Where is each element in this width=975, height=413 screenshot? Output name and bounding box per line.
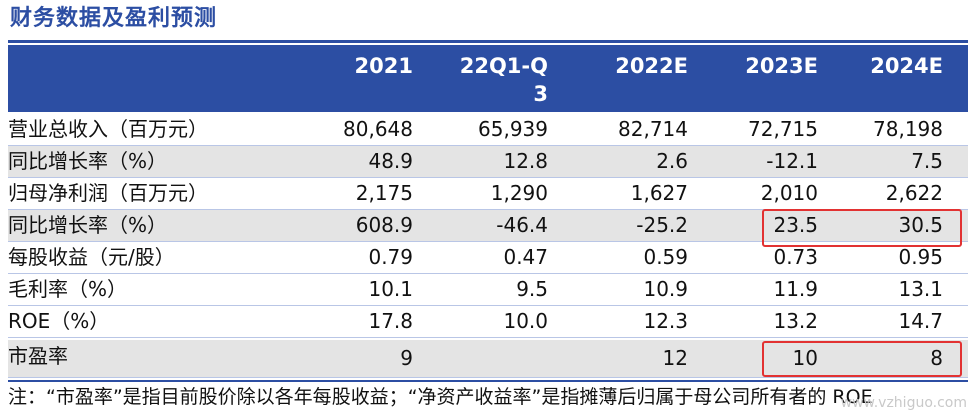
cell-2023e: 2,010: [760, 181, 818, 205]
table-row: 市盈率 9 12 10 8: [8, 340, 968, 378]
cell-2024e: 78,198: [873, 117, 943, 141]
row-label: 同比增长率（%）: [8, 213, 168, 237]
row-label: ROE（%）: [8, 309, 110, 333]
cell-2023e: 0.73: [773, 245, 818, 269]
cell-2023e: 72,715: [748, 117, 818, 141]
cell-2021: 2,175: [355, 181, 413, 205]
row-label: 毛利率（%）: [8, 277, 128, 301]
cell-2021: 80,648: [343, 117, 413, 141]
highlight-box-pe-forecast: [762, 341, 962, 377]
cell-22q1-q3: 1,290: [490, 181, 548, 205]
cell-2024e: 13.1: [898, 277, 943, 301]
cell-2022e: 0.59: [643, 245, 688, 269]
table-row: 毛利率（%） 10.1 9.5 10.9 11.9 13.1: [8, 274, 968, 306]
row-label: 同比增长率（%）: [8, 149, 168, 173]
row-label: 营业总收入（百万元）: [8, 117, 208, 141]
cell-2022e: 12.3: [643, 309, 688, 333]
cell-2024e: 14.7: [898, 309, 943, 333]
watermark: www.vzhiguo.com: [840, 395, 967, 411]
cell-22q1-q3: 9.5: [516, 277, 548, 301]
column-header-2023e: 2023E: [745, 54, 818, 78]
cell-2023e: 23.5: [773, 213, 818, 237]
page-title: 财务数据及盈利预测: [10, 6, 218, 31]
table-row: 同比增长率（%） 48.9 12.8 2.6 -12.1 7.5: [8, 146, 968, 178]
cell-2024e: 8: [930, 346, 943, 370]
title-divider: [8, 40, 968, 43]
cell-2023e: -12.1: [766, 149, 818, 173]
cell-2022e: 82,714: [618, 117, 688, 141]
cell-22q1-q3: 0.47: [503, 245, 548, 269]
row-label: 每股收益（元/股）: [8, 245, 175, 269]
cell-2024e: 0.95: [898, 245, 943, 269]
cell-2022e: -25.2: [636, 213, 688, 237]
table-row: 每股收益（元/股） 0.79 0.47 0.59 0.73 0.95: [8, 242, 968, 274]
cell-2022e: 2.6: [656, 149, 688, 173]
cell-2022e: 1,627: [630, 181, 688, 205]
cell-22q1-q3: 10.0: [503, 309, 548, 333]
cell-2021: 17.8: [368, 309, 413, 333]
cell-2023e: 13.2: [773, 309, 818, 333]
cell-2024e: 30.5: [898, 213, 943, 237]
cell-2023e: 10: [792, 346, 818, 370]
cell-2021: 608.9: [355, 213, 413, 237]
table-row: 归母净利润（百万元） 2,175 1,290 1,627 2,010 2,622: [8, 178, 968, 210]
table-row: 营业总收入（百万元） 80,648 65,939 82,714 72,715 7…: [8, 114, 968, 146]
table-row: 同比增长率（%） 608.9 -46.4 -25.2 23.5 30.5: [8, 210, 968, 242]
cell-2024e: 7.5: [911, 149, 943, 173]
column-header-22q1-q3: 22Q1-Q 3: [459, 54, 548, 106]
cell-2021: 0.79: [368, 245, 413, 269]
column-header-2022e: 2022E: [615, 54, 688, 78]
footnote: 注：“市盈率”是指目前股价除以各年每股收益；“净资产收益率”是指摊薄后归属于母公…: [8, 380, 968, 413]
cell-22q1-q3: 65,939: [478, 117, 548, 141]
cell-22q1-q3: 12.8: [503, 149, 548, 173]
row-label: 市盈率: [8, 344, 68, 368]
table-row: ROE（%） 17.8 10.0 12.3 13.2 14.7: [8, 306, 968, 338]
column-header-2024e: 2024E: [870, 54, 943, 78]
highlight-box-growth-forecast: [762, 209, 962, 247]
column-header-2021: 2021: [354, 54, 413, 78]
cell-22q1-q3: -46.4: [496, 213, 548, 237]
table-header: 2021 22Q1-Q 3 2022E 2023E 2024E: [8, 45, 968, 112]
cell-2022e: 12: [662, 346, 688, 370]
cell-2022e: 10.9: [643, 277, 688, 301]
cell-2021: 48.9: [368, 149, 413, 173]
cell-2023e: 11.9: [773, 277, 818, 301]
cell-2021: 10.1: [368, 277, 413, 301]
row-label: 归母净利润（百万元）: [8, 181, 208, 205]
cell-2024e: 2,622: [885, 181, 943, 205]
cell-2021: 9: [400, 346, 413, 370]
